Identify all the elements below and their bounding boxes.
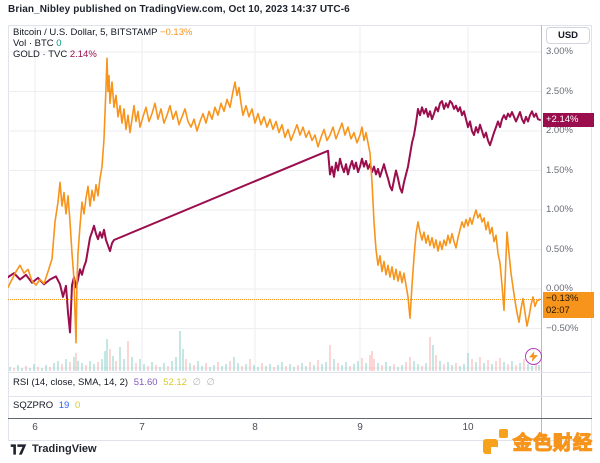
time-axis-tick: 6 bbox=[32, 422, 38, 433]
price-axis-tick: 1.00% bbox=[546, 204, 573, 215]
tradingview-logo-link[interactable]: TradingView bbox=[10, 443, 97, 455]
rsi-indicator-row[interactable]: RSI (14, close, SMA, 14, 2) 51.60 52.12 … bbox=[13, 377, 218, 388]
chart-frame-left-border bbox=[8, 25, 9, 440]
legend-row-volume[interactable]: Vol · BTC 0 bbox=[13, 38, 192, 49]
volume-label: Vol · BTC bbox=[13, 38, 54, 49]
price-axis-tick: 2.00% bbox=[546, 125, 573, 136]
price-axis-tick: 3.00% bbox=[546, 46, 573, 57]
rsi-label: RSI (14, close, SMA, 14, 2) bbox=[13, 377, 129, 388]
lightning-icon bbox=[529, 351, 538, 362]
sqzpro-value-1: 19 bbox=[58, 400, 70, 411]
btc-symbol-label: Bitcoin / U.S. Dollar, 5, BITSTAMP bbox=[13, 27, 158, 38]
price-axis-tick: 1.50% bbox=[546, 164, 573, 176]
btc-badge-value: −0.13% bbox=[546, 293, 579, 305]
jinse-watermark-text: 金色财经 bbox=[512, 432, 594, 454]
jinse-logo-icon bbox=[483, 428, 509, 455]
tradingview-logomark-icon bbox=[10, 443, 27, 455]
btc-price-badge: −0.13% 02:07 bbox=[543, 292, 594, 319]
current-price-line bbox=[8, 299, 541, 301]
time-axis-line bbox=[8, 418, 592, 419]
volume-value: 0 bbox=[56, 38, 62, 49]
btc-change-value: −0.13% bbox=[159, 27, 193, 38]
gold-symbol-label: GOLD · TVC bbox=[13, 49, 68, 60]
time-axis-tick: 7 bbox=[139, 422, 145, 433]
rsi-empty-icon-1: ∅ bbox=[192, 377, 201, 388]
price-axis-tick: 2.50% bbox=[546, 85, 573, 97]
legend-row-gold[interactable]: GOLD · TVC 2.14% bbox=[13, 49, 192, 60]
price-axis-tick: −0.50% bbox=[546, 322, 579, 334]
gold-price-badge: +2.14% bbox=[543, 112, 594, 127]
chart-legend: Bitcoin / U.S. Dollar, 5, BITSTAMP −0.13… bbox=[13, 27, 192, 60]
rsi-pane-separator[interactable] bbox=[8, 372, 592, 373]
rsi-empty-icon-2: ∅ bbox=[206, 377, 215, 388]
time-axis-tick: 8 bbox=[252, 422, 258, 433]
rsi-value-2: 52.12 bbox=[163, 377, 187, 388]
time-axis-tick: 9 bbox=[357, 422, 363, 433]
rsi-value-1: 51.60 bbox=[133, 377, 158, 388]
sqzpro-indicator-row[interactable]: SQZPRO 19 0 bbox=[13, 400, 83, 411]
sqzpro-label: SQZPRO bbox=[13, 400, 54, 411]
price-axis-tick: 0.50% bbox=[546, 243, 573, 255]
btc-line bbox=[8, 57, 541, 344]
chart-frame-right-border bbox=[591, 25, 592, 440]
volume-bars bbox=[9, 331, 540, 371]
instant-order-button[interactable] bbox=[525, 348, 542, 365]
chart-frame-bottom-border bbox=[8, 440, 592, 441]
jinse-finance-watermark: 金色财经 bbox=[483, 428, 593, 455]
tradingview-logo-text: TradingView bbox=[32, 443, 97, 455]
gridlines bbox=[8, 25, 541, 372]
sqzpro-value-2: 0 bbox=[74, 400, 81, 411]
gold-change-value: 2.14% bbox=[69, 49, 97, 60]
currency-toggle-button[interactable]: USD bbox=[546, 27, 590, 44]
sqzpro-pane-separator[interactable] bbox=[8, 396, 592, 397]
chart-frame-top-border bbox=[8, 25, 592, 26]
gold-line bbox=[8, 100, 541, 334]
attribution-text: Brian_Nibley published on TradingView.co… bbox=[8, 4, 350, 15]
time-axis-tick: 10 bbox=[462, 422, 474, 433]
btc-badge-countdown: 02:07 bbox=[546, 305, 570, 317]
legend-row-btc[interactable]: Bitcoin / U.S. Dollar, 5, BITSTAMP −0.13… bbox=[13, 27, 192, 38]
price-axis-border bbox=[541, 25, 542, 440]
price-chart-plot[interactable] bbox=[8, 25, 541, 372]
gold-badge-value: +2.14% bbox=[546, 113, 579, 125]
price-axis-tick: 0.00% bbox=[546, 283, 573, 294]
